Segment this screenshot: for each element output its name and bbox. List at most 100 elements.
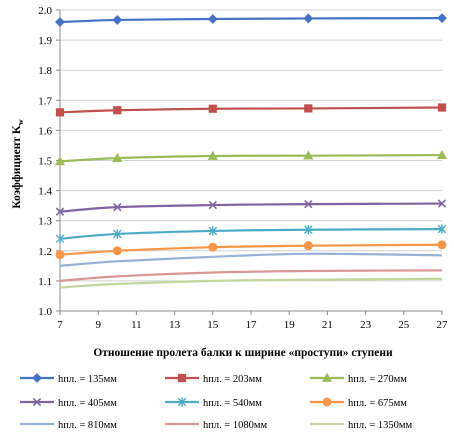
series-path [59,243,443,256]
y-tick-label: 1.1 [38,276,52,288]
y-tick-label: 1.7 [38,95,52,107]
series-line [55,224,447,244]
x-tick-label: 13 [169,319,181,331]
y-axis-title-subscript: w [16,119,25,125]
data-point [304,225,313,235]
x-tick-label: 23 [360,319,372,331]
data-point [321,372,333,382]
data-point [437,13,447,24]
y-tick-label: 1.3 [38,216,52,228]
data-point [303,13,314,24]
series-line [55,199,447,216]
legend-item: hпл. = 203мм [165,373,262,385]
data-point [112,152,123,162]
data-point [207,150,218,160]
series-line [59,277,443,289]
legend-item: hпл. = 135мм [20,373,117,385]
data-point [54,156,66,166]
data-point [55,207,65,216]
x-tick-label: 19 [284,319,296,331]
series-line [59,252,443,267]
legend-item: hпл. = 540мм [165,397,262,409]
y-tick-label: 1.0 [38,306,52,318]
y-tick-label: 1.4 [38,186,52,198]
data-point [177,373,187,383]
data-point [55,234,65,244]
x-tick-labels: 7 9 11 13 15 17 19 21 23 25 27 [57,311,448,331]
y-tick-label: 2.0 [38,5,52,17]
x-axis-title: Отношение пролета балки к ширине «просту… [93,347,393,359]
data-point [112,246,122,256]
x-tick-label: 11 [131,319,142,331]
legend-label: hпл. = 810мм [58,420,117,431]
y-tick-label: 1.6 [38,125,52,137]
data-point [113,229,122,239]
legend-label: hпл. = 675мм [348,398,407,409]
data-point [113,202,122,212]
series-line [55,13,447,27]
legend-label: hпл. = 203мм [203,374,262,385]
data-point [437,103,447,112]
data-point [177,397,187,407]
series-path [59,106,443,114]
x-tick-label: 21 [322,319,333,331]
x-tick-label: 27 [437,319,449,331]
data-point [32,397,42,407]
y-tick-label: 1.2 [38,246,52,258]
y-tick-label: 1.9 [38,35,52,47]
series-path [59,17,443,24]
data-point [437,199,447,208]
data-point [437,224,447,234]
legend: hпл. = 135мм hпл. = 203мм hпл. = 270мм hпл.… [20,372,413,431]
legend-label: hпл. = 1080мм [203,420,268,431]
data-point [208,104,217,113]
data-point [207,14,218,24]
data-point [112,15,123,25]
legend-item: hпл. = 1080мм [165,420,268,431]
series-path [59,277,443,289]
legend-item: hпл. = 810мм [20,420,117,431]
series-path [59,153,443,163]
legend-label: hпл. = 270мм [348,374,407,385]
x-tick-label: 7 [57,319,63,331]
legend-label: hпл. = 540мм [203,398,262,409]
series-line [59,269,443,282]
data-point [304,199,313,209]
legend-label: hпл. = 405мм [58,398,117,409]
data-point [55,250,65,260]
data-point [55,108,65,117]
y-tick-label: 1.5 [38,156,52,168]
series-path [59,269,443,282]
data-point [303,150,314,160]
data-point [55,17,65,27]
data-point [208,226,218,236]
legend-label: hпл. = 1350мм [348,420,413,431]
data-point [304,104,313,113]
data-point [208,200,217,210]
series-path [59,252,443,267]
x-tick-label: 17 [246,319,258,331]
series-line [55,240,447,260]
series-layer [54,13,448,289]
data-point [303,241,313,251]
legend-item: hпл. = 270мм [310,372,407,385]
legend-item: hпл. = 675мм [310,397,407,409]
data-point [208,242,218,252]
legend-item: hпл. = 405мм [20,397,117,409]
series-line [54,149,448,166]
data-point [322,397,332,407]
data-point [32,373,42,383]
series-line [55,103,447,117]
y-axis-title: Коэффициент Kw [11,119,25,209]
data-point [436,149,448,159]
x-tick-label: 15 [207,319,219,331]
x-tick-label: 9 [95,319,101,331]
data-point [437,240,447,250]
data-point [113,106,122,115]
y-tick-label: 1.8 [38,65,52,77]
x-tick-label: 25 [398,319,410,331]
legend-label: hпл. = 135мм [58,374,117,385]
series-path [59,228,443,240]
series-path [59,202,443,213]
